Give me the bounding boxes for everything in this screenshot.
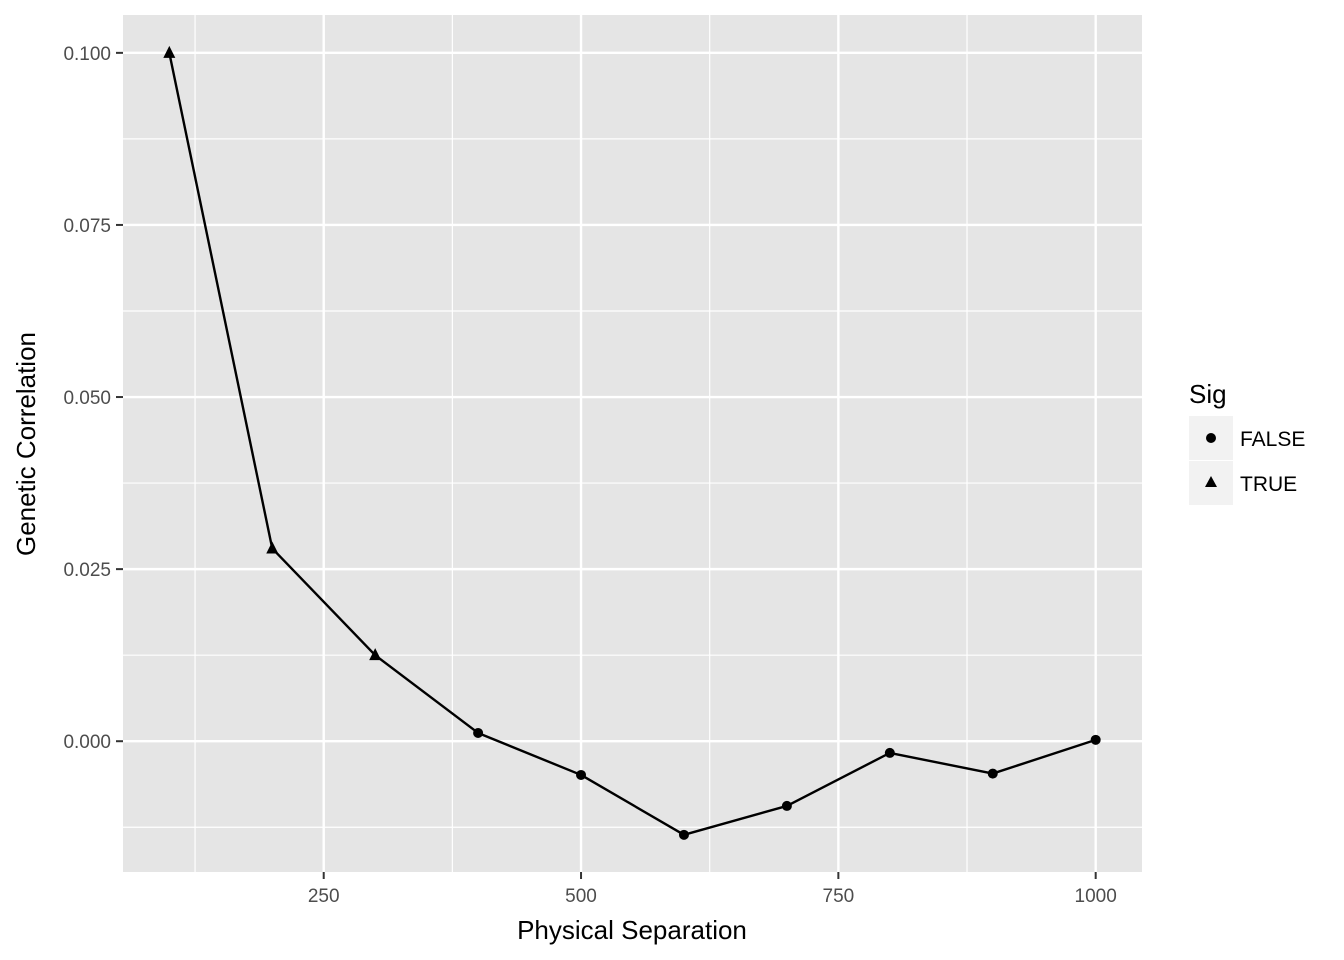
x-axis-title: Physical Separation (517, 915, 747, 945)
y-tick-label: 0.025 (63, 560, 111, 581)
data-point-triangle (369, 648, 382, 661)
data-point-circle (987, 768, 998, 779)
y-tick-label: 0.075 (63, 216, 111, 237)
y-tick-label: 0.050 (63, 388, 111, 409)
legend-title: Sig (1189, 379, 1227, 409)
legend-circle-marker (1206, 433, 1216, 443)
legend-label-false: FALSE (1240, 428, 1305, 451)
x-tick-label: 750 (823, 886, 855, 907)
x-tick-labels: 250 500 750 1000 (308, 886, 1117, 907)
x-tick-label: 1000 (1075, 886, 1117, 907)
plot-panel (123, 15, 1142, 872)
data-point-circle (884, 747, 895, 758)
legend: Sig FALSE TRUE (1189, 379, 1305, 505)
y-tick-label: 0.000 (63, 732, 111, 753)
data-point-circle (576, 769, 587, 780)
data-point-circle (1090, 734, 1101, 745)
axis-ticks (116, 51, 1097, 879)
x-tick-label: 250 (308, 886, 340, 907)
data-point-circle (781, 800, 792, 811)
major-gridlines (123, 15, 1142, 872)
y-axis-title: Genetic Correlation (11, 332, 41, 556)
data-point-triangle (266, 541, 279, 554)
y-tick-labels: 0.000 0.025 0.050 0.075 0.100 (63, 44, 111, 753)
data-point-circle (473, 727, 484, 738)
legend-item-true: TRUE (1189, 461, 1297, 505)
minor-gridlines (123, 15, 1142, 872)
legend-label-true: TRUE (1240, 473, 1297, 496)
y-tick-label: 0.100 (63, 44, 111, 65)
data-point-triangle (163, 45, 176, 58)
series-line (168, 52, 1097, 837)
legend-item-false: FALSE (1189, 416, 1305, 460)
legend-triangle-marker (1205, 476, 1217, 487)
data-point-circle (678, 829, 689, 840)
series-layer (163, 45, 1101, 840)
x-tick-label: 500 (565, 886, 597, 907)
